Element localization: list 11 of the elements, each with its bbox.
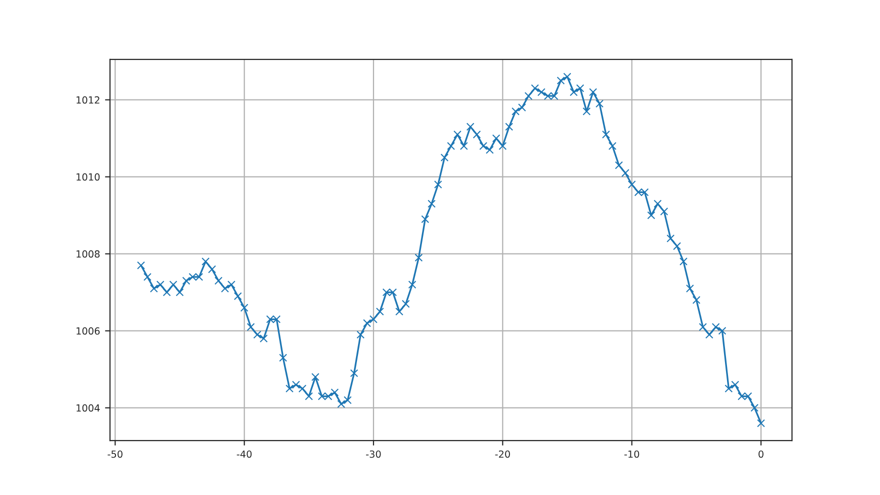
x-tick-label: -50 [108,450,122,458]
y-tick-label: 1012 [76,96,100,104]
x-tick-label: -30 [366,450,381,458]
x-tick-label: -20 [495,450,510,458]
x-tick-label: -10 [624,450,640,458]
y-tick-label: 1006 [76,327,100,335]
x-tick-label: -40 [236,450,252,458]
x-tick-label: 0 [758,450,764,458]
y-tick-label: 1010 [76,173,100,181]
y-tick-label: 1008 [76,250,100,258]
y-tick-label: 1004 [76,404,100,412]
